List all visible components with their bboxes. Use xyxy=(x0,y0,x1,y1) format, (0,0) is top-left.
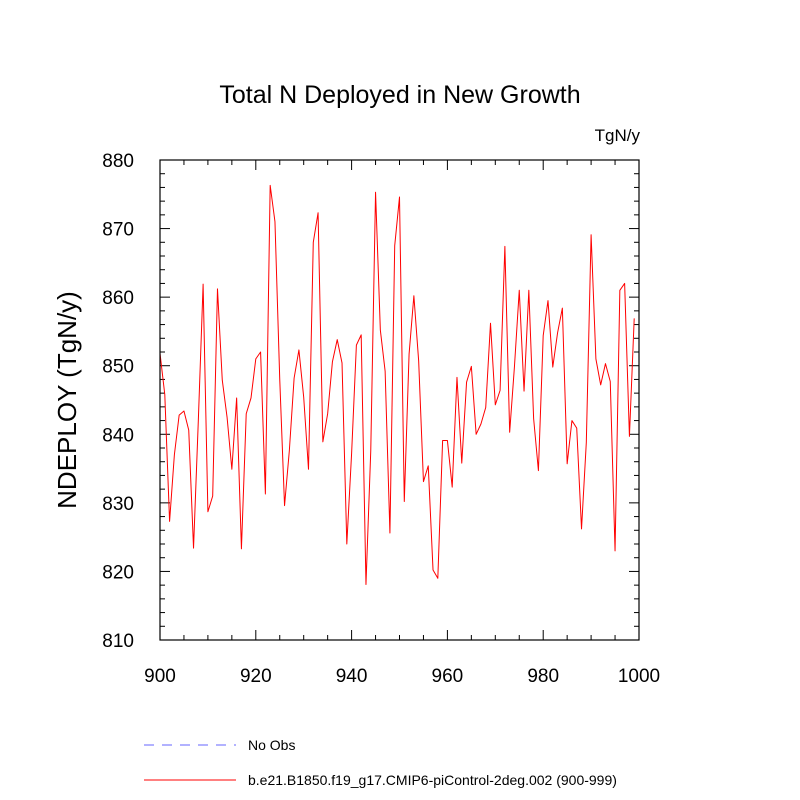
y-tick-label: 810 xyxy=(102,631,134,652)
y-tick-label: 830 xyxy=(102,494,134,515)
x-tick-label: 1000 xyxy=(618,666,660,687)
x-tick-label: 920 xyxy=(240,666,272,687)
y-tick-label: 870 xyxy=(102,220,134,241)
legend-label-no-obs: No Obs xyxy=(248,737,295,753)
legend: No Obs b.e21.B1850.f19_g17.CMIP6-piContr… xyxy=(144,737,617,788)
y-tick-label: 850 xyxy=(102,357,134,378)
x-tick-label: 940 xyxy=(336,666,368,687)
tick-marks xyxy=(159,159,640,641)
series-line-0 xyxy=(159,184,635,585)
y-tick-labels: 810 820 830 840 850 860 870 880 xyxy=(102,151,134,652)
plot-series xyxy=(159,184,635,585)
plot-frame xyxy=(159,159,640,641)
x-tick-labels: 900 920 940 960 980 1000 xyxy=(144,666,660,687)
x-tick-label: 900 xyxy=(144,666,176,687)
units-label: TgN/y xyxy=(595,126,641,145)
y-tick-label: 860 xyxy=(102,288,134,309)
y-tick-label: 840 xyxy=(102,425,134,446)
x-tick-label: 960 xyxy=(432,666,464,687)
x-tick-label: 980 xyxy=(527,666,559,687)
y-tick-label: 820 xyxy=(102,562,134,583)
chart-title: Total N Deployed in New Growth xyxy=(219,81,580,109)
y-axis-label: NDEPLOY (TgN/y) xyxy=(52,291,82,509)
y-tick-label: 880 xyxy=(102,151,134,172)
legend-label-model: b.e21.B1850.f19_g17.CMIP6-piControl-2deg… xyxy=(248,772,617,788)
